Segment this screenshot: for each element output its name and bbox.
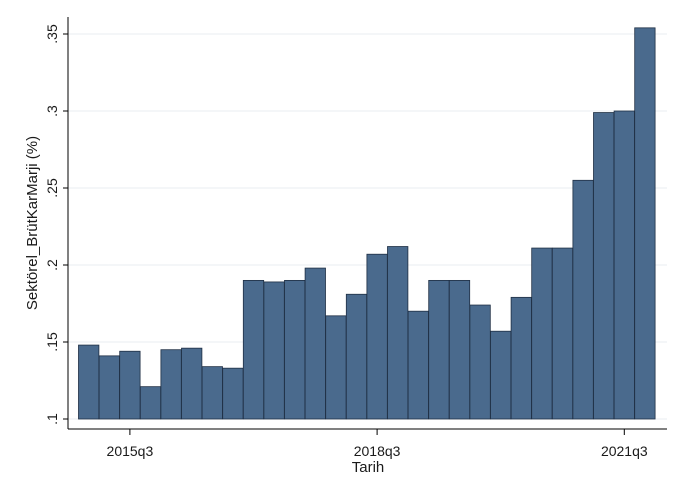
x-axis-ticks: 2015q3 2018q3 2021q3	[107, 429, 648, 459]
bar	[160, 349, 182, 420]
bar	[510, 296, 532, 420]
bar	[119, 350, 141, 420]
bar	[242, 279, 265, 420]
bar	[78, 344, 100, 420]
bar	[98, 355, 120, 420]
bar	[387, 246, 409, 420]
bar	[325, 315, 347, 420]
bar	[593, 112, 615, 420]
y-axis-ticks: .1 .15 .2 .25 .3 .35	[44, 24, 68, 425]
bar	[551, 247, 574, 420]
y-tick-label: .1	[44, 413, 60, 425]
y-tick-label: .15	[44, 332, 60, 352]
bar	[490, 330, 512, 420]
x-axis-label: Tarih	[352, 459, 385, 476]
bar	[407, 310, 429, 420]
bar	[304, 267, 326, 420]
bar	[263, 281, 285, 420]
bar	[366, 253, 388, 420]
bar	[634, 27, 656, 420]
y-tick-label: .3	[44, 105, 60, 117]
bar	[222, 367, 244, 420]
bar	[448, 279, 471, 420]
y-tick-label: .2	[44, 259, 60, 271]
x-tick-label: 2018q3	[354, 443, 401, 459]
bar	[469, 304, 491, 420]
bar	[572, 179, 594, 420]
bar	[181, 347, 203, 420]
x-tick-label: 2015q3	[107, 443, 154, 459]
bars	[78, 27, 656, 420]
bar	[345, 293, 368, 420]
bar	[531, 247, 553, 420]
bar	[613, 110, 635, 420]
bar	[201, 366, 223, 420]
bar	[284, 279, 306, 420]
y-tick-label: .35	[44, 24, 60, 44]
bar	[139, 386, 162, 420]
bar	[428, 279, 450, 420]
y-tick-label: .25	[44, 178, 60, 198]
y-axis-label: Sektörel_BrütKarMarji (%)	[24, 136, 41, 310]
x-tick-label: 2021q3	[601, 443, 648, 459]
